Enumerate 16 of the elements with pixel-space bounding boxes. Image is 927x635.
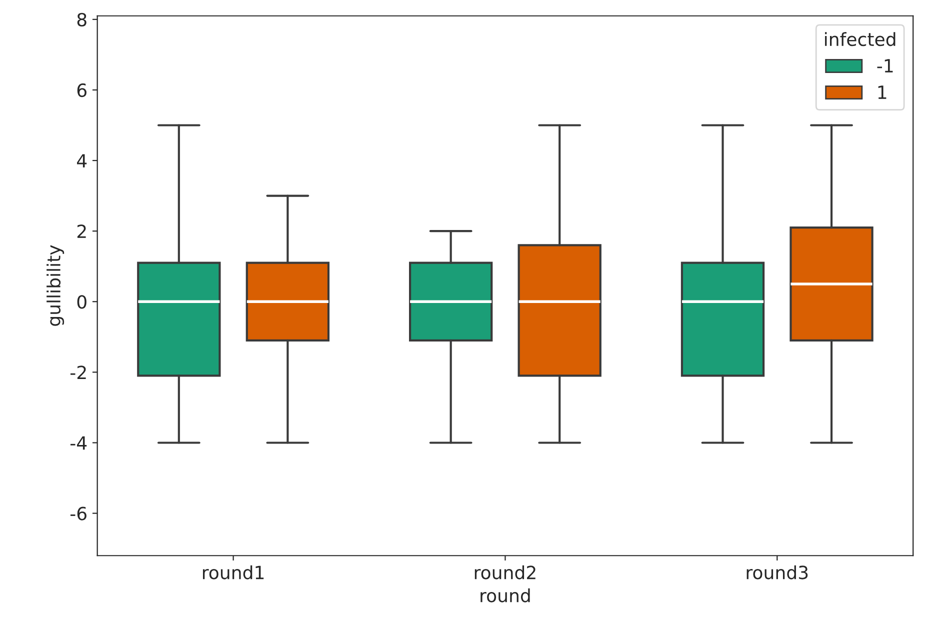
legend-title: infected (825, 32, 896, 46)
y-axis-title: gullibility (46, 245, 64, 326)
legend-label: 1 (878, 86, 886, 99)
x-tick-label: round1 (202, 565, 264, 580)
y-tick-label: 0 (77, 295, 86, 309)
y-tick-label: 4 (77, 154, 87, 168)
y-tick-label: -4 (70, 436, 87, 450)
legend-label: -1 (877, 59, 893, 72)
y-tick-label: 8 (77, 12, 86, 27)
y-tick-label: 6 (77, 83, 86, 98)
x-tick-label: round2 (474, 565, 536, 580)
y-tick-label: 2 (77, 224, 86, 238)
x-tick-label: round3 (746, 565, 808, 580)
y-tick-label: -6 (70, 506, 86, 520)
y-tick-label: -2 (70, 366, 86, 380)
x-axis-title: round (480, 588, 530, 602)
